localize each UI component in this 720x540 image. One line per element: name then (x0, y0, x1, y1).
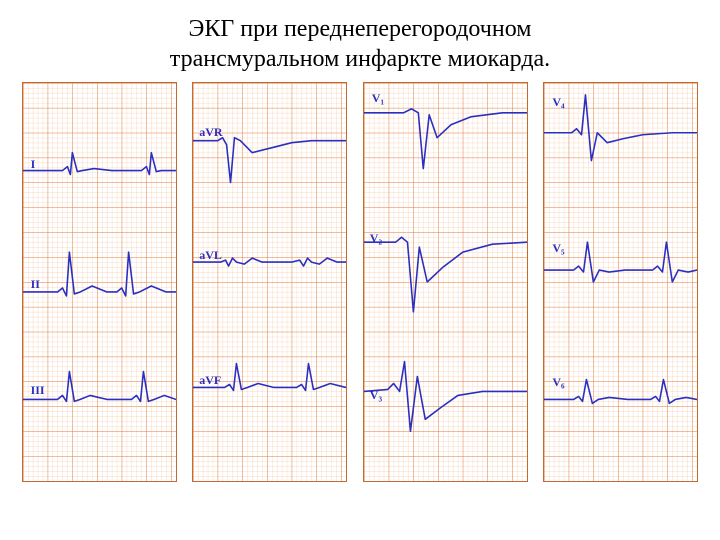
ecg-grid-svg (193, 83, 346, 481)
lead-label-aVF: aVF (199, 373, 221, 388)
page-title: ЭКГ при переднеперегородочном трансмурал… (0, 0, 720, 82)
ecg-strip-col4: V₄ V₅ V₆ (543, 82, 698, 482)
lead-label-V2: V₂ (370, 231, 382, 246)
ecg-strip-col3: V₁ V₂ V₃ (363, 82, 528, 482)
lead-label-I: I (31, 157, 36, 172)
lead-label-V5: V₅ (552, 241, 564, 256)
lead-label-V4: V₄ (552, 95, 564, 110)
ecg-grid-svg (544, 83, 697, 481)
lead-label-V3: V₃ (370, 388, 382, 403)
ecg-strip-col1: IIIIII (22, 82, 177, 482)
ecg-strip-col2: aVR aVL aVF (192, 82, 347, 482)
ecg-grid-svg (23, 83, 176, 481)
lead-label-aVR: aVR (199, 125, 222, 140)
lead-label-V6: V₆ (552, 375, 564, 390)
lead-label-V1: V₁ (372, 91, 384, 106)
title-line-1: ЭКГ при переднеперегородочном (189, 16, 532, 42)
ecg-grid-svg (364, 83, 527, 481)
lead-label-II: II (31, 277, 40, 292)
lead-label-aVL: aVL (199, 248, 222, 263)
lead-label-III: III (31, 383, 45, 398)
ecg-strip-row: IIIIII aVRaVLaVF (0, 82, 720, 482)
title-line-2: трансмуральном инфаркте миокарда. (170, 46, 550, 72)
